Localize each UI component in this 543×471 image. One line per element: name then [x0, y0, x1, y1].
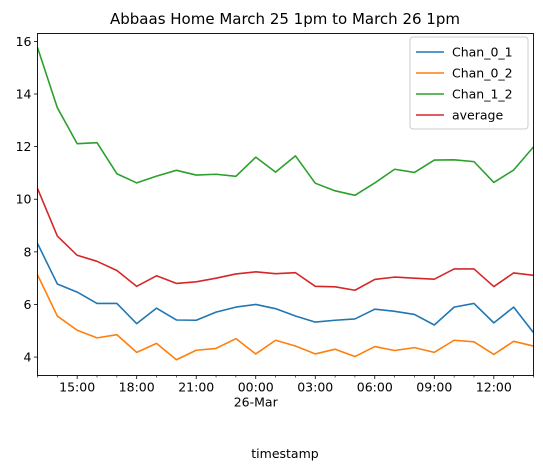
- legend-box: [409, 36, 529, 130]
- x-tick-label: 21:00: [178, 380, 214, 395]
- series-line-average: [36, 188, 534, 292]
- x-tick-label: 06:00: [357, 380, 393, 395]
- y-tick-label: 4: [24, 350, 32, 365]
- plot-lines: [36, 47, 535, 361]
- y-tick-label: 8: [24, 244, 32, 259]
- series-line-chan-0-2: [36, 274, 534, 361]
- x-tick-date-label: 26-Mar: [234, 395, 279, 410]
- y-tick-label: 14: [16, 87, 32, 102]
- x-tick-label: 03:00: [297, 380, 333, 395]
- chart-title: Abbaas Home March 25 1pm to March 26 1pm: [110, 10, 460, 28]
- x-tick-label: 09:00: [416, 380, 452, 395]
- x-axis-label: timestamp: [251, 446, 318, 461]
- x-tick-label: 18:00: [119, 380, 155, 395]
- y-tick-label: 16: [16, 34, 32, 49]
- y-axis-ticks: 4 6 8 10 12 14 16: [16, 34, 38, 365]
- series-line-chan-1-2: [36, 47, 535, 197]
- series-line-chan-0-1: [36, 243, 535, 334]
- x-tick-label: 00:00: [238, 380, 274, 395]
- plot-frame: [37, 33, 534, 376]
- x-tick-label: 15:00: [59, 380, 95, 395]
- y-tick-label: 10: [16, 192, 32, 207]
- y-tick-label: 12: [16, 139, 32, 154]
- legend-label: Chan_0_1: [452, 45, 513, 60]
- y-tick-label: 6: [24, 297, 32, 312]
- legend-label: Chan_1_2: [452, 87, 513, 102]
- legend-label: average: [452, 108, 503, 123]
- legend-label: Chan_0_2: [452, 66, 513, 81]
- x-tick-label: 12:00: [476, 380, 512, 395]
